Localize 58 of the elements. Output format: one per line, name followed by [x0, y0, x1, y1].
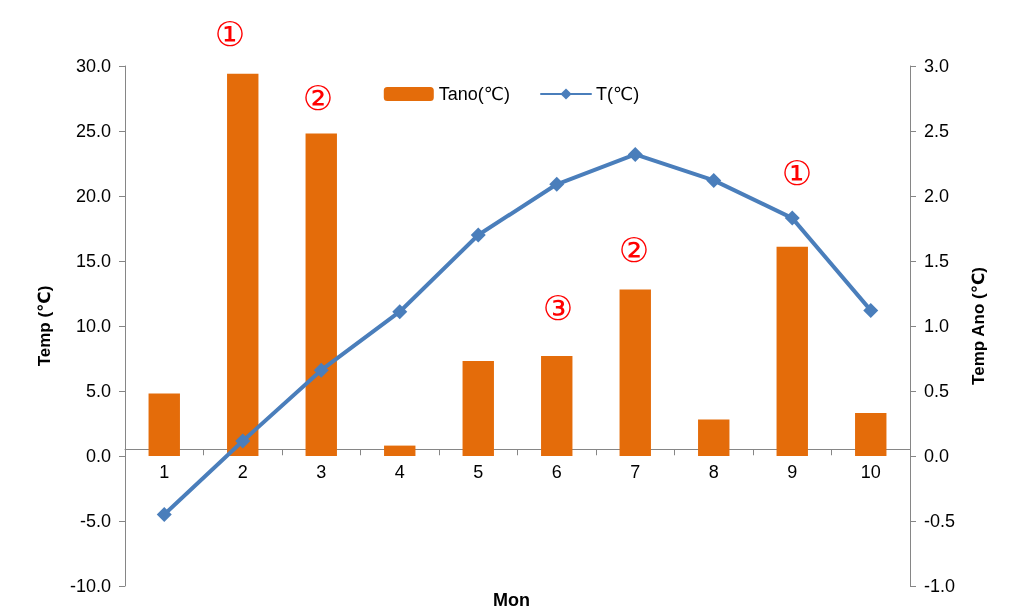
point — [392, 304, 408, 320]
point — [863, 302, 879, 318]
bar — [855, 413, 887, 456]
y2-tick-label: 0.5 — [924, 381, 950, 401]
y2-tick-label: -1.0 — [924, 576, 956, 596]
point — [627, 146, 643, 162]
y-tick-label: 25.0 — [75, 121, 111, 141]
y2-tick-label: 3.0 — [924, 56, 950, 76]
y-tick-label: 0.0 — [85, 446, 111, 466]
bar — [619, 289, 651, 456]
annotation: ① — [781, 153, 813, 193]
x-tick-label: 9 — [787, 462, 798, 483]
annotation: ② — [618, 230, 650, 270]
x-tick-label: 5 — [473, 462, 484, 483]
bar — [148, 393, 180, 456]
point — [156, 507, 172, 522]
y-tick-label: 10.0 — [75, 316, 111, 336]
x-tick-label: 7 — [630, 462, 641, 483]
y2-tick-label: -0.5 — [924, 511, 956, 531]
text: ① — [214, 14, 246, 54]
y2-tick-label: 1.5 — [924, 251, 950, 271]
y2-tick-label: 0.0 — [924, 446, 950, 466]
bar — [384, 445, 416, 456]
y-tick-label: 20.0 — [75, 186, 111, 206]
y2-tick-label: 2.5 — [924, 121, 950, 141]
x-tick-label: 3 — [316, 462, 327, 483]
y-tick-label: 5.0 — [85, 381, 111, 401]
x-tick-label: 10 — [860, 462, 881, 483]
x-tick-label: 6 — [551, 462, 562, 483]
bar — [305, 133, 337, 456]
point — [470, 227, 486, 243]
y2-tick-label: 1.0 — [924, 316, 950, 336]
bar — [776, 246, 808, 456]
x-tick-label: 4 — [394, 462, 405, 483]
x-tick-label: 8 — [708, 462, 719, 483]
y-tick-label: 15.0 — [75, 251, 111, 271]
bar — [462, 361, 494, 456]
x-tick-label: 1 — [159, 462, 170, 483]
annotation: ② — [302, 78, 334, 118]
point — [706, 172, 722, 188]
x-axis-title: Mon — [493, 590, 530, 609]
annotation: ③ — [542, 288, 574, 328]
y2-tick-label: 2.0 — [924, 186, 950, 206]
bar — [698, 419, 730, 456]
x-tick-label: 2 — [237, 462, 248, 483]
point — [313, 362, 329, 378]
point — [784, 210, 800, 226]
y-tick-label: 30.0 — [75, 56, 111, 76]
point — [235, 433, 251, 449]
bar — [541, 355, 573, 456]
y-tick-label: -10.0 — [69, 576, 111, 596]
legend-label: T(℃) — [596, 84, 640, 104]
y-tick-label: -5.0 — [79, 511, 111, 531]
y-axis-title: Temp (℃) — [35, 285, 54, 367]
legend-label: Tano(℃) — [438, 84, 511, 104]
bar — [227, 73, 259, 456]
y2-axis-title: Temp Ano (℃) — [969, 267, 988, 385]
point — [549, 176, 565, 192]
